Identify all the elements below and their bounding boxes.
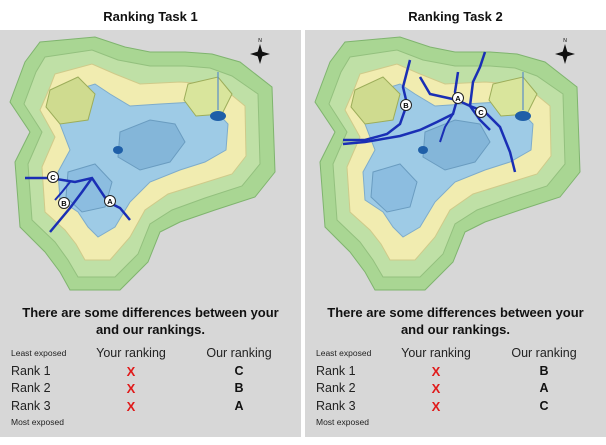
feedback-message: There are some differences between your … xyxy=(22,305,279,337)
wrong-mark: X xyxy=(126,399,136,414)
rank-label: Rank 3 xyxy=(11,399,51,413)
svg-text:N: N xyxy=(258,38,262,44)
our-rank-value: C xyxy=(234,364,244,378)
rank-label: Rank 2 xyxy=(316,381,356,395)
wrong-mark: X xyxy=(431,364,441,379)
our-rank-value: A xyxy=(539,381,549,395)
rank-label: Rank 1 xyxy=(11,364,51,378)
our-ranking-header: Our ranking xyxy=(206,346,272,360)
your-ranking-header: Your ranking xyxy=(401,346,471,360)
svg-text:A: A xyxy=(455,94,461,103)
terrain-map: B A C N xyxy=(314,36,581,291)
ranking-panel-1: Ranking Task 1 C B A xyxy=(0,0,301,445)
marker-b: B xyxy=(400,99,412,111)
marker-a: A xyxy=(452,92,464,104)
our-rank-value: B xyxy=(234,381,244,395)
svg-text:N: N xyxy=(563,38,567,44)
most-exposed-label: Most exposed xyxy=(316,417,369,427)
panel-title: Ranking Task 2 xyxy=(408,9,503,24)
marker-a: A xyxy=(104,195,116,207)
svg-text:B: B xyxy=(403,101,409,110)
our-rank-value: B xyxy=(539,364,549,378)
least-exposed-label: Least exposed xyxy=(11,348,67,358)
marker-c: C xyxy=(475,106,487,118)
panel-title: Ranking Task 1 xyxy=(103,9,198,24)
svg-text:C: C xyxy=(478,108,484,117)
svg-text:A: A xyxy=(107,197,113,206)
svg-text:B: B xyxy=(61,199,67,208)
ranking-panel-2: Ranking Task 2 B A C xyxy=(305,0,606,445)
wrong-mark: X xyxy=(431,381,441,396)
our-ranking-header: Our ranking xyxy=(511,346,577,360)
wrong-mark: X xyxy=(431,399,441,414)
most-exposed-label: Most exposed xyxy=(11,417,64,427)
panel-divider xyxy=(301,0,305,445)
rank-label: Rank 3 xyxy=(316,399,356,413)
marker-c: C xyxy=(47,171,59,183)
our-rank-value: C xyxy=(539,399,549,413)
your-ranking-header: Your ranking xyxy=(96,346,166,360)
least-exposed-label: Least exposed xyxy=(316,348,372,358)
compass-icon: N xyxy=(250,38,270,64)
our-rank-value: A xyxy=(234,399,244,413)
marker-b: B xyxy=(58,197,70,209)
svg-text:C: C xyxy=(50,173,56,182)
feedback-message: There are some differences between your … xyxy=(327,305,584,337)
wrong-mark: X xyxy=(126,381,136,396)
terrain-map: C B A N xyxy=(9,36,276,291)
compass-icon: N xyxy=(555,38,575,64)
rank-label: Rank 1 xyxy=(316,364,356,378)
wrong-mark: X xyxy=(126,364,136,379)
rank-label: Rank 2 xyxy=(11,381,51,395)
